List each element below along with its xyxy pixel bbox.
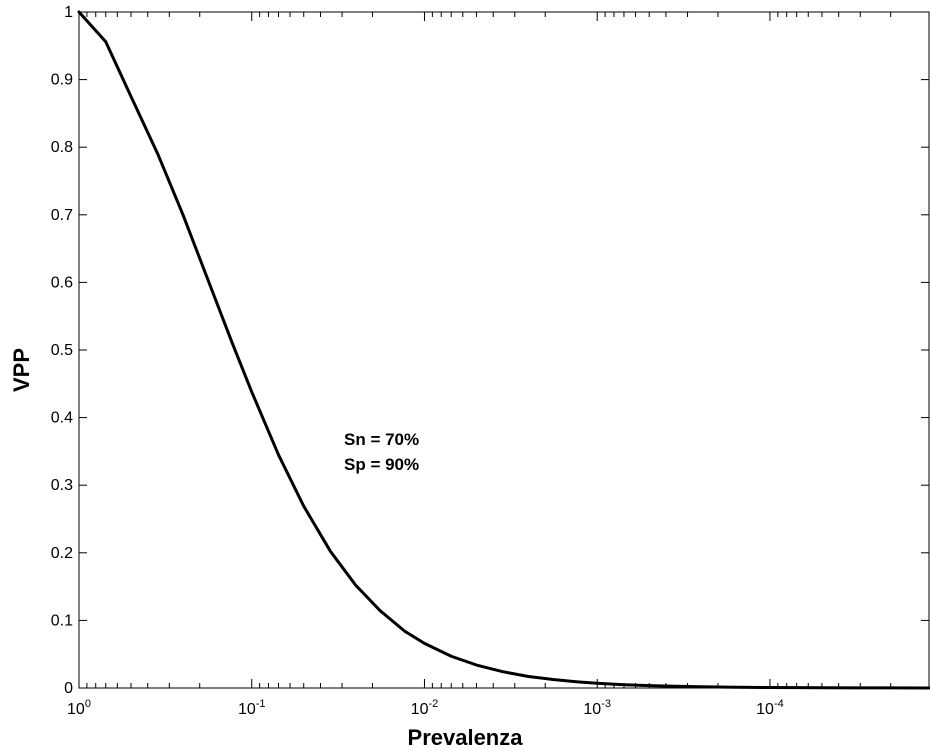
x-tick-label: 10-1: [238, 698, 266, 718]
y-tick-label: 1: [64, 4, 73, 21]
y-tick-label: 0.9: [51, 72, 73, 89]
y-tick-label: 0.8: [51, 139, 73, 156]
y-tick-label: 0.4: [51, 410, 73, 427]
ticks: [78, 11, 929, 689]
x-tick-label: 100: [67, 698, 91, 718]
y-tick-label: 0: [64, 680, 73, 697]
annotation-sn: Sn = 70%: [344, 430, 419, 449]
y-tick-label: 0.3: [51, 477, 73, 494]
y-tick-label: 0.2: [51, 545, 73, 562]
y-tick-label: 0.7: [51, 207, 73, 224]
y-axis-title: VPP: [9, 348, 34, 392]
x-tick-label: 10-4: [756, 698, 784, 718]
plot-area: [78, 11, 930, 689]
x-tick-label: 10-2: [411, 698, 439, 718]
tick-labels: 0 0.1 0.2 0.3 0.4 0.5 0.6 0.7 0.8 0.9 1 100 10-1 10-2…: [51, 4, 784, 718]
y-tick-label: 0.6: [51, 274, 73, 291]
x-tick-label: 10-3: [583, 698, 611, 718]
x-axis-title: Prevalenza: [408, 725, 524, 750]
y-tick-label: 0.5: [51, 342, 73, 359]
vpp-curve: [77, 10, 930, 690]
y-tick-label: 0.1: [51, 612, 73, 629]
annotation-sp: Sp = 90%: [344, 455, 419, 474]
